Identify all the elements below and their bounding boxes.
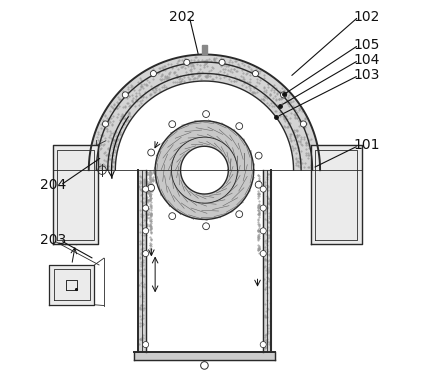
Text: 104: 104 <box>353 53 380 67</box>
Circle shape <box>143 228 149 234</box>
Polygon shape <box>138 170 146 352</box>
Circle shape <box>202 223 210 230</box>
Polygon shape <box>134 352 275 360</box>
Circle shape <box>260 205 266 211</box>
Circle shape <box>169 213 176 220</box>
Circle shape <box>169 121 176 128</box>
Circle shape <box>300 121 307 127</box>
Text: 204: 204 <box>39 178 66 192</box>
Text: 202: 202 <box>168 10 195 24</box>
Circle shape <box>143 251 149 257</box>
Circle shape <box>253 71 259 77</box>
Circle shape <box>236 211 243 218</box>
Circle shape <box>260 342 266 348</box>
Text: 203: 203 <box>39 233 66 247</box>
Circle shape <box>143 342 149 348</box>
Wedge shape <box>155 121 254 219</box>
Circle shape <box>122 92 128 98</box>
Circle shape <box>260 251 266 257</box>
Text: 101: 101 <box>353 139 380 152</box>
Polygon shape <box>53 146 98 244</box>
Text: 105: 105 <box>353 38 380 52</box>
Circle shape <box>148 185 155 191</box>
Circle shape <box>280 92 287 98</box>
Circle shape <box>102 121 109 127</box>
Circle shape <box>150 71 156 77</box>
Circle shape <box>236 123 243 129</box>
Circle shape <box>184 59 190 65</box>
Circle shape <box>260 228 266 234</box>
Text: 102: 102 <box>353 10 380 24</box>
Circle shape <box>143 205 149 211</box>
Wedge shape <box>89 55 320 170</box>
Circle shape <box>255 181 262 188</box>
Circle shape <box>219 59 225 65</box>
Circle shape <box>255 152 262 159</box>
Circle shape <box>148 149 155 156</box>
Polygon shape <box>311 146 362 244</box>
Circle shape <box>201 362 208 369</box>
Text: 103: 103 <box>353 68 380 83</box>
Circle shape <box>202 111 210 117</box>
Polygon shape <box>49 265 94 305</box>
Polygon shape <box>263 170 271 352</box>
Polygon shape <box>202 45 207 54</box>
Circle shape <box>143 186 149 192</box>
Circle shape <box>260 186 266 192</box>
